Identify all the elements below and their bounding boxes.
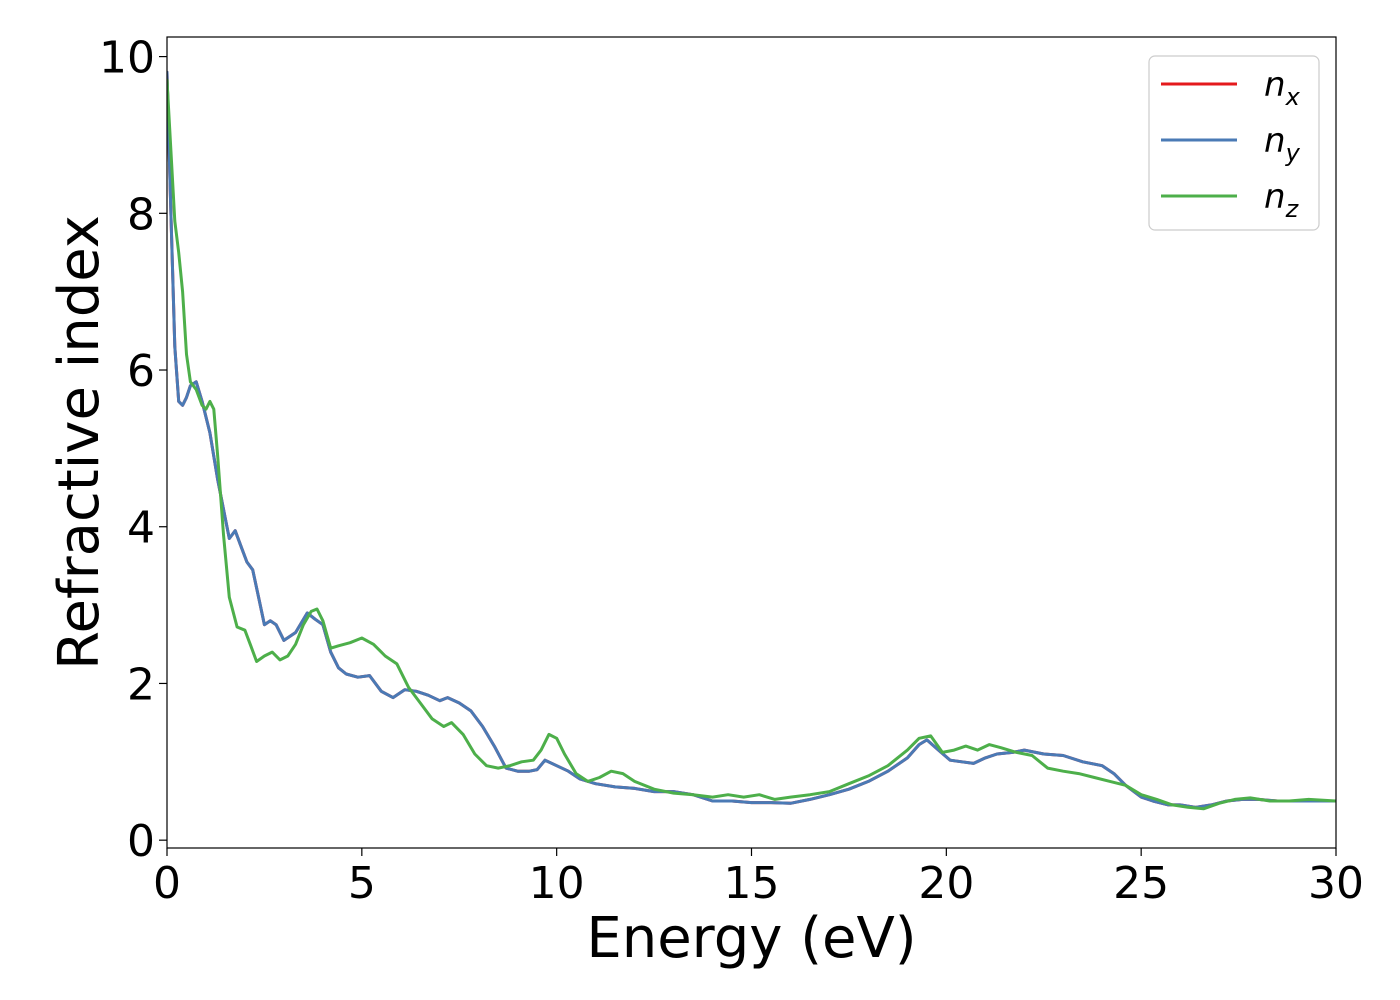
- legend-label-z: nz: [1264, 177, 1300, 223]
- series-line-y: [167, 70, 1336, 809]
- x-tick-label: 30: [1308, 858, 1364, 909]
- x-tick-label: 5: [348, 858, 376, 909]
- y-axis-ticks: 0 2 4 6 8 10: [99, 33, 167, 867]
- legend-label-x: nx: [1264, 65, 1301, 111]
- y-tick-label: 8: [127, 189, 155, 240]
- y-tick-label: 0: [127, 816, 155, 867]
- x-tick-label: 10: [529, 858, 585, 909]
- x-axis-ticks: 0 5 10 15 20 25 30: [153, 848, 1364, 909]
- x-tick-label: 20: [918, 858, 974, 909]
- legend: nx ny nz: [1148, 55, 1320, 231]
- y-tick-label: 2: [127, 659, 155, 710]
- legend-box: [1148, 55, 1320, 231]
- x-tick-label: 25: [1113, 858, 1169, 909]
- series-layer: [167, 70, 1336, 811]
- x-axis-title: Energy (eV): [586, 906, 916, 971]
- y-tick-label: 10: [99, 33, 155, 84]
- series-line-z: [167, 78, 1336, 811]
- y-axis-title: Refractive index: [47, 215, 112, 670]
- legend-label-y: ny: [1264, 121, 1301, 167]
- y-tick-label: 6: [127, 346, 155, 397]
- x-tick-label: 15: [724, 858, 780, 909]
- x-tick-label: 0: [153, 858, 181, 909]
- y-tick-label: 4: [127, 503, 155, 554]
